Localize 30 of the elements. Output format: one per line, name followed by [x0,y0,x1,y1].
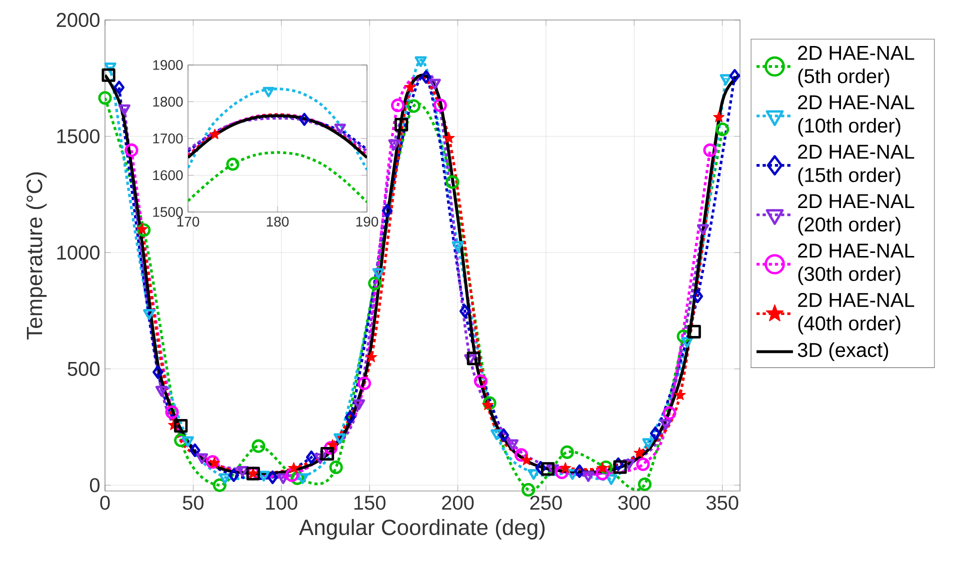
x-tick-label: 50 [182,496,204,510]
y-tick-label: 1700 [153,134,183,144]
y-tick-label: 0 [90,478,100,492]
legend-label: 2D HAE-NAL (5th order) [798,46,914,88]
legend-label: 2D HAE-NAL (15th order) [798,144,914,186]
x-axis-title: Angular Coordinate (deg) [299,519,545,540]
y-tick-label: 1600 [153,170,183,180]
y-tick-label: 500 [68,362,100,376]
x-tick-label: 250 [530,496,562,510]
x-tick-label: 300 [618,496,650,510]
x-tick-label: 170 [177,216,200,227]
y-tick-label: 1500 [57,129,100,144]
x-tick-label: 100 [266,496,298,510]
x-tick-label: 0 [100,496,110,510]
y-tick-label: 1000 [57,245,100,260]
legend-label: 2D HAE-NAL (20th order) [798,194,914,236]
x-tick-label: 150 [354,496,386,510]
y-tick-label: 1800 [153,96,183,107]
x-tick-label: 200 [442,496,474,510]
legend-label: 2D HAE-NAL (40th order) [798,292,914,334]
y-tick-label: 2000 [56,12,100,28]
x-tick-label: 190 [356,216,378,227]
y-axis-title: Temperature (°C) [26,172,47,340]
y-tick-label: 1500 [153,207,183,217]
x-tick-label: 350 [706,496,738,510]
y-tick-label: 1900 [153,60,183,70]
legend-label: 3D (exact) [798,342,888,362]
legend-label: 2D HAE-NAL (30th order) [798,244,914,285]
legend-label: 2D HAE-NAL (10th order) [798,95,914,137]
x-tick-label: 180 [266,216,289,227]
